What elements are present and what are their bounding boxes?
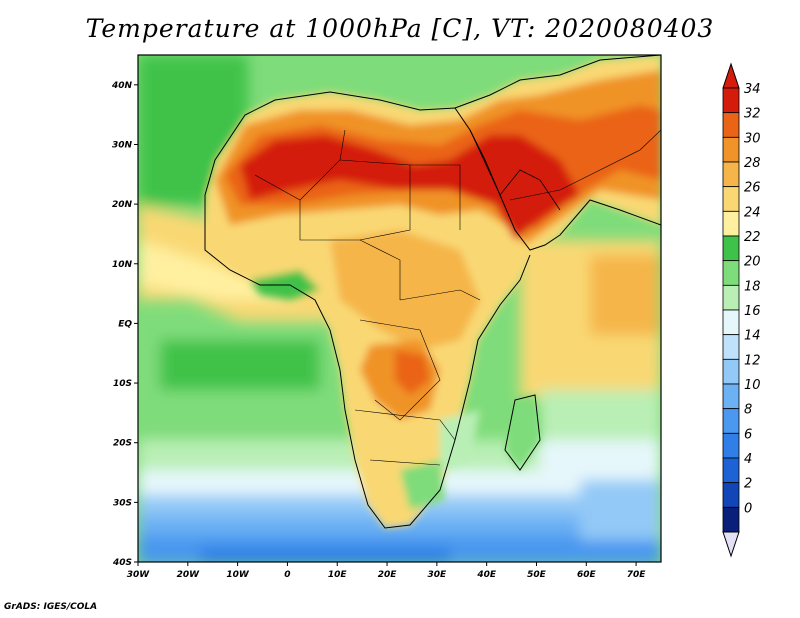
lon-tick-label: 0 bbox=[284, 570, 290, 580]
lon-tick-label: 30E bbox=[428, 570, 448, 580]
colorbar-label: 18 bbox=[744, 279, 761, 294]
lat-tick-label: EQ bbox=[118, 319, 132, 329]
colorbar-label: 0 bbox=[744, 501, 752, 516]
colorbar-segment bbox=[722, 87, 740, 114]
lat-tick-label: 20S bbox=[113, 439, 132, 449]
colorbar-label: 20 bbox=[744, 255, 761, 270]
colorbar-segment bbox=[722, 136, 740, 163]
colorbar-label: 6 bbox=[744, 427, 752, 442]
lon-tick-label: 10E bbox=[328, 570, 348, 580]
colorbar-segment bbox=[722, 334, 740, 360]
lat-tick-label: 10N bbox=[112, 260, 133, 270]
lon-tick-label: 40E bbox=[476, 570, 497, 580]
plot-frame bbox=[137, 54, 662, 563]
colorbar-label: 32 bbox=[744, 107, 761, 122]
lon-tick-label: 20E bbox=[378, 570, 398, 580]
colorbar-segment bbox=[722, 260, 740, 286]
colorbar-segment bbox=[722, 235, 740, 262]
colorbar-label: 8 bbox=[744, 403, 752, 418]
lat-tick-label: 30S bbox=[113, 498, 132, 508]
colorbar-segment bbox=[722, 432, 740, 459]
colorbar-label: 12 bbox=[744, 353, 761, 368]
colorbar-under-arrow bbox=[722, 531, 740, 558]
colorbar-label: 2 bbox=[744, 477, 752, 492]
colorbar-segment bbox=[722, 408, 740, 434]
colorbar-segment bbox=[722, 506, 740, 533]
lon-tick-label: 60E bbox=[577, 570, 597, 580]
colorbar-label: 16 bbox=[744, 304, 761, 319]
colorbar-label: 14 bbox=[744, 329, 761, 344]
coastlines bbox=[204, 55, 661, 529]
colorbar-segment bbox=[722, 309, 740, 336]
colorbar-segment bbox=[722, 186, 740, 212]
lat-tick-label: 10S bbox=[113, 379, 132, 389]
lon-tick-label: 10W bbox=[226, 570, 250, 580]
colorbar-segment bbox=[722, 284, 740, 311]
colorbar-label: 30 bbox=[744, 131, 761, 146]
lon-tick-label: 70E bbox=[627, 570, 647, 580]
colorbar-label: 22 bbox=[744, 230, 761, 245]
colorbar-label: 10 bbox=[744, 378, 761, 393]
lon-tick-label: 20W bbox=[177, 570, 201, 580]
colorbar-label: 24 bbox=[744, 205, 761, 220]
colorbar-segment bbox=[722, 112, 740, 138]
colorbar-label: 28 bbox=[744, 156, 761, 171]
lat-tick-label: 30N bbox=[112, 140, 133, 150]
colorbar-label: 26 bbox=[744, 181, 761, 196]
colorbar-segment bbox=[722, 161, 740, 188]
longitude-axis: 30W 20W 10W 0 10E 20E 30E 40E 50E 60E 70E bbox=[127, 562, 647, 580]
colorbar-segment bbox=[722, 383, 740, 410]
latitude-axis: 40N 30N 20N 10N EQ 10S 20S 30S 40S bbox=[111, 81, 138, 568]
lat-tick-label: 40S bbox=[112, 558, 132, 568]
lat-tick-label: 20N bbox=[112, 200, 133, 210]
colorbar-segment bbox=[722, 482, 740, 508]
colorbar-over-arrow bbox=[722, 62, 740, 89]
colorbar-label: 4 bbox=[744, 452, 752, 467]
map-title: Temperature at 1000hPa [C], VT: 20200804… bbox=[85, 14, 715, 43]
colorbar-segment bbox=[722, 457, 740, 484]
temperature-field bbox=[138, 55, 661, 562]
grads-credit: GrADS: IGES/COLA bbox=[4, 602, 98, 612]
lon-tick-label: 30W bbox=[127, 570, 151, 580]
lon-tick-label: 50E bbox=[527, 570, 547, 580]
colorbar-label: 34 bbox=[744, 82, 761, 97]
lat-tick-label: 40N bbox=[111, 81, 133, 91]
colorbar-segment bbox=[722, 210, 740, 237]
colorbar-segment bbox=[722, 358, 740, 385]
